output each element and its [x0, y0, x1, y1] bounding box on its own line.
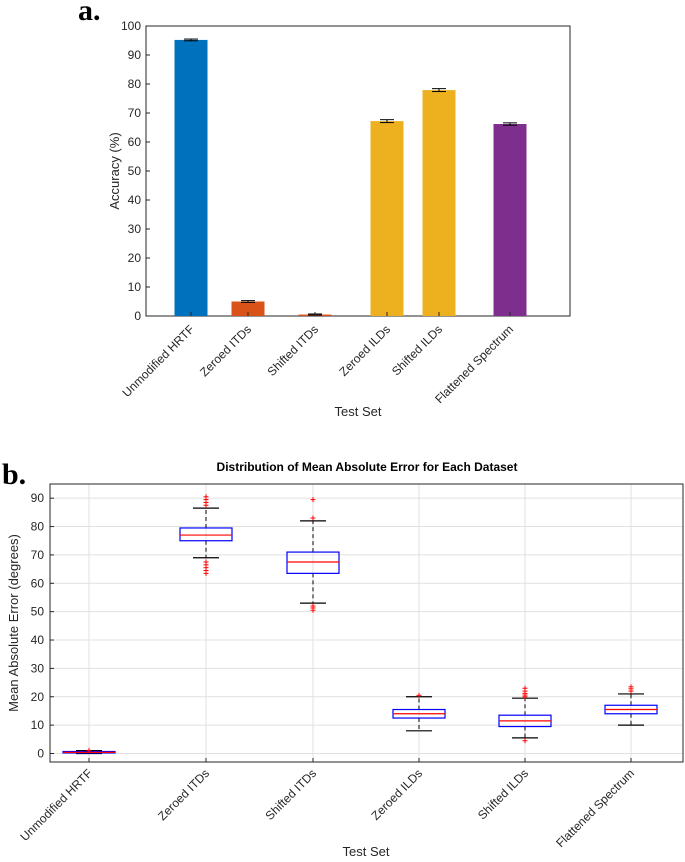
y-tick-label: 0 [37, 746, 44, 760]
iqr-box [286, 551, 340, 574]
box-unmodified-hrtf [62, 747, 116, 755]
y-tick-label: 50 [128, 164, 142, 178]
panel-a-y-ticks: 0 10 20 30 40 50 60 70 80 90 100 [121, 19, 150, 323]
y-tick-label: 30 [128, 222, 142, 236]
panel-b-title: Distribution of Mean Absolute Error for … [217, 460, 518, 474]
box-zeroed-ilds [392, 692, 446, 732]
x-tick-label: Shifted ITDs [263, 766, 320, 823]
bar [231, 301, 265, 316]
x-tick-label: Flattened Spectrum [432, 322, 516, 406]
y-tick-label: 90 [128, 48, 142, 62]
x-tick-label: Zeroed ILDs [369, 766, 426, 823]
y-tick-label: 90 [31, 491, 45, 505]
panel-b-label: b. [2, 458, 26, 491]
panel-b-mae-boxplot: b. Distribution of Mean Absolute Error f… [2, 458, 684, 859]
x-tick-label: Zeroed ITDs [155, 766, 212, 823]
y-tick-label: 0 [134, 309, 141, 323]
y-tick-label: 10 [31, 718, 45, 732]
box-zeroed-itds [179, 494, 233, 576]
bar [174, 39, 208, 317]
x-tick-label: Unmodified HRTF [119, 322, 197, 400]
panel-a-accuracy-bar-chart: a. 0 10 20 30 40 50 60 70 80 90 100 Unmodified HRT… [78, 0, 571, 419]
y-tick-label: 60 [128, 135, 142, 149]
box-flattened-spectrum [604, 684, 658, 726]
x-tick-label: Zeroed ILDs [337, 322, 394, 379]
y-tick-label: 80 [31, 520, 45, 534]
y-tick-label: 20 [31, 690, 45, 704]
panel-b-boxes [62, 494, 658, 755]
y-tick-label: 30 [31, 661, 45, 675]
x-tick-label: Unmodified HRTF [17, 766, 95, 844]
box-shifted-itds [286, 497, 340, 613]
x-tick-label: Flattened Spectrum [553, 766, 637, 850]
panel-b-x-axis-label: Test Set [343, 844, 390, 859]
box-shifted-ilds [498, 685, 552, 744]
x-tick-label: Shifted ILDs [389, 322, 445, 378]
panel-a-x-axis-label: Test Set [335, 404, 382, 419]
panel-b-y-axis-label: Mean Absolute Error (degrees) [6, 534, 21, 712]
panel-a-y-axis-label: Accuracy (%) [107, 132, 122, 209]
panel-b-axes-box [49, 483, 684, 763]
y-tick-label: 40 [128, 193, 142, 207]
bar [370, 121, 404, 317]
iqr-box [179, 527, 233, 542]
y-tick-label: 40 [31, 633, 45, 647]
panel-a-label: a. [78, 0, 101, 27]
y-tick-label: 70 [31, 548, 45, 562]
panel-b-grid [50, 484, 683, 762]
panel-a-bars [174, 38, 527, 317]
panel-b-x-ticks: Unmodified HRTF Zeroed ITDs Shifted ITDs Ze… [17, 758, 637, 850]
panel-b-y-ticks: 0 10 20 30 40 50 60 70 80 90 [31, 491, 54, 760]
y-tick-label: 50 [31, 605, 45, 619]
panel-a-x-ticks: Unmodified HRTF Zeroed ITDs Shifted ITDs Ze… [119, 312, 516, 406]
x-tick-label: Zeroed ITDs [197, 322, 254, 379]
y-tick-label: 80 [128, 77, 142, 91]
x-tick-label: Shifted ITDs [265, 322, 322, 379]
y-tick-label: 10 [128, 280, 142, 294]
y-tick-label: 70 [128, 106, 142, 120]
x-tick-label: Shifted ILDs [475, 766, 531, 822]
y-tick-label: 60 [31, 576, 45, 590]
bar [422, 90, 456, 316]
y-tick-label: 20 [128, 251, 142, 265]
bar [493, 124, 527, 317]
y-tick-label: 100 [121, 19, 141, 33]
